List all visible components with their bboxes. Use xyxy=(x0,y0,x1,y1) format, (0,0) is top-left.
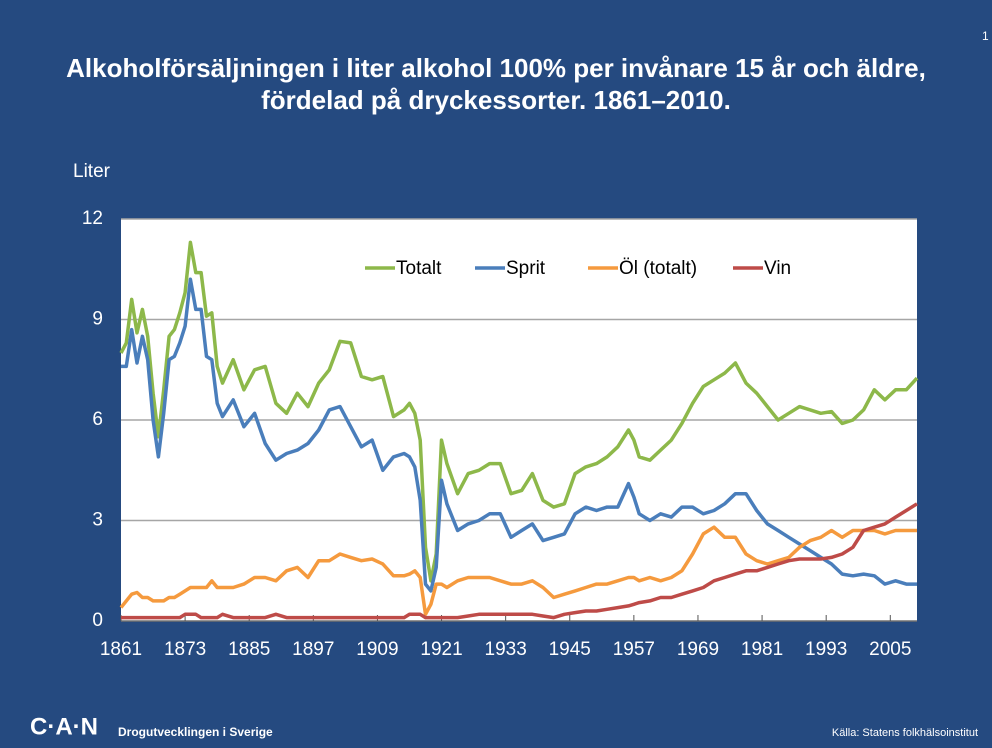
x-tick-label: 1873 xyxy=(164,639,206,660)
series-line xyxy=(119,525,917,617)
x-tick-label: 2005 xyxy=(869,639,911,660)
y-axis-label: Liter xyxy=(73,161,111,182)
series-line xyxy=(119,240,919,583)
source: Källa: Statens folkhälsoinstitut xyxy=(832,727,978,739)
x-tick-label: 1921 xyxy=(420,639,462,660)
legend-label: Öl (totalt) xyxy=(619,258,697,279)
x-tick-label: 1945 xyxy=(549,639,591,660)
x-tick-label: 1957 xyxy=(613,639,655,660)
x-tick-label: 1993 xyxy=(805,639,847,660)
y-tick-label: 6 xyxy=(92,409,103,430)
y-tick-label: 12 xyxy=(82,208,103,229)
series-line xyxy=(121,502,918,620)
y-tick-label: 9 xyxy=(92,309,103,330)
y-tick-label: 0 xyxy=(92,610,103,631)
x-tick-label: 1861 xyxy=(100,639,142,660)
chart-title: Alkoholförsäljningen i liter alkohol 100… xyxy=(66,53,926,115)
x-tick-label: 1969 xyxy=(677,639,719,660)
legend-label: Vin xyxy=(764,258,791,279)
footer-subtitle: Drogutvecklingen i Sverige xyxy=(118,725,273,739)
x-tick-label: 1897 xyxy=(292,639,334,660)
logo: C·A·N xyxy=(30,713,98,740)
x-tick-label: 1909 xyxy=(356,639,398,660)
series-line xyxy=(121,277,917,593)
x-tick-label: 1933 xyxy=(485,639,527,660)
legend-label: Sprit xyxy=(506,258,546,279)
page-number: 1 xyxy=(982,29,989,43)
y-tick-label: 3 xyxy=(92,510,103,531)
x-tick-label: 1981 xyxy=(741,639,783,660)
legend-label: Totalt xyxy=(396,258,442,279)
x-tick-label: 1885 xyxy=(228,639,270,660)
